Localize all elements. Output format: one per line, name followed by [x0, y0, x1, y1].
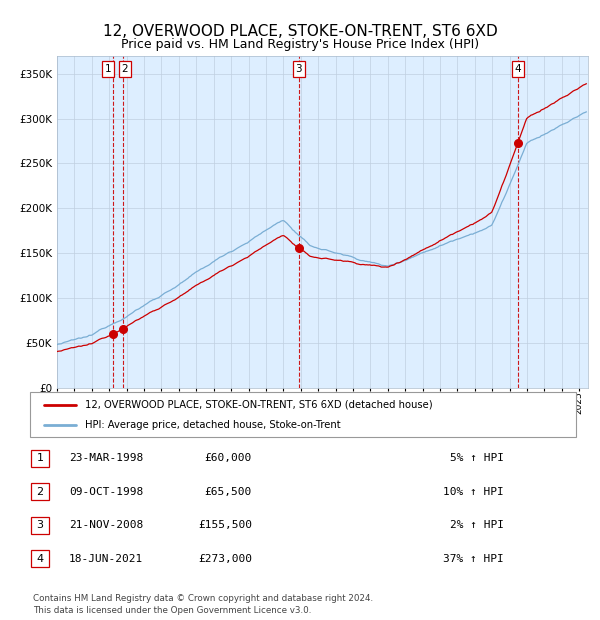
Text: 2% ↑ HPI: 2% ↑ HPI — [450, 520, 504, 530]
Text: £273,000: £273,000 — [198, 554, 252, 564]
Text: 21-NOV-2008: 21-NOV-2008 — [69, 520, 143, 530]
Text: 12, OVERWOOD PLACE, STOKE-ON-TRENT, ST6 6XD: 12, OVERWOOD PLACE, STOKE-ON-TRENT, ST6 … — [103, 24, 497, 38]
Text: 2: 2 — [121, 64, 128, 74]
FancyBboxPatch shape — [31, 516, 49, 533]
Text: 1: 1 — [105, 64, 112, 74]
Text: 2: 2 — [37, 487, 43, 497]
Text: 10% ↑ HPI: 10% ↑ HPI — [443, 487, 504, 497]
Text: 09-OCT-1998: 09-OCT-1998 — [69, 487, 143, 497]
Text: 23-MAR-1998: 23-MAR-1998 — [69, 453, 143, 463]
FancyBboxPatch shape — [31, 551, 49, 567]
Text: Price paid vs. HM Land Registry's House Price Index (HPI): Price paid vs. HM Land Registry's House … — [121, 38, 479, 51]
Text: 3: 3 — [296, 64, 302, 74]
Text: £155,500: £155,500 — [198, 520, 252, 530]
Text: 18-JUN-2021: 18-JUN-2021 — [69, 554, 143, 564]
Text: 1: 1 — [37, 453, 43, 463]
Text: HPI: Average price, detached house, Stoke-on-Trent: HPI: Average price, detached house, Stok… — [85, 420, 340, 430]
Text: £60,000: £60,000 — [205, 453, 252, 463]
Text: 4: 4 — [514, 64, 521, 74]
FancyBboxPatch shape — [30, 392, 576, 437]
Text: 4: 4 — [37, 554, 43, 564]
Text: Contains HM Land Registry data © Crown copyright and database right 2024.: Contains HM Land Registry data © Crown c… — [33, 593, 373, 603]
Text: 37% ↑ HPI: 37% ↑ HPI — [443, 554, 504, 564]
Text: This data is licensed under the Open Government Licence v3.0.: This data is licensed under the Open Gov… — [33, 606, 311, 615]
FancyBboxPatch shape — [31, 450, 49, 467]
Text: £65,500: £65,500 — [205, 487, 252, 497]
FancyBboxPatch shape — [31, 484, 49, 500]
Text: 5% ↑ HPI: 5% ↑ HPI — [450, 453, 504, 463]
Text: 12, OVERWOOD PLACE, STOKE-ON-TRENT, ST6 6XD (detached house): 12, OVERWOOD PLACE, STOKE-ON-TRENT, ST6 … — [85, 399, 432, 410]
Text: 3: 3 — [37, 520, 43, 530]
